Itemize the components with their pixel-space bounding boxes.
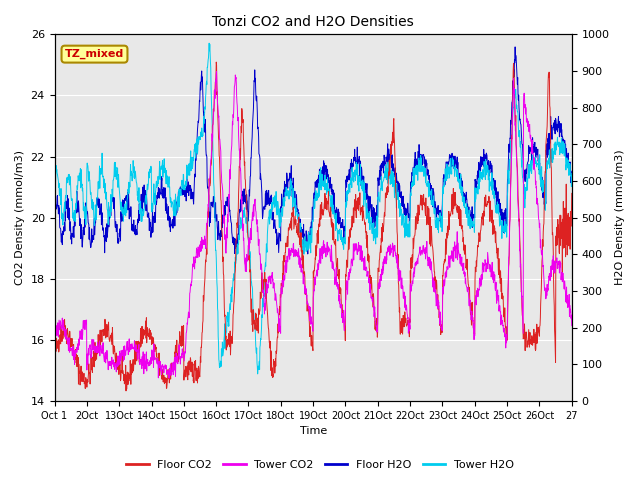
Y-axis label: H2O Density (mmol/m3): H2O Density (mmol/m3) [615,150,625,286]
Legend: Floor CO2, Tower CO2, Floor H2O, Tower H2O: Floor CO2, Tower CO2, Floor H2O, Tower H… [122,456,518,474]
Title: Tonzi CO2 and H2O Densities: Tonzi CO2 and H2O Densities [212,15,414,29]
Y-axis label: CO2 Density (mmol/m3): CO2 Density (mmol/m3) [15,150,25,285]
X-axis label: Time: Time [300,426,327,436]
Text: TZ_mixed: TZ_mixed [65,49,124,59]
